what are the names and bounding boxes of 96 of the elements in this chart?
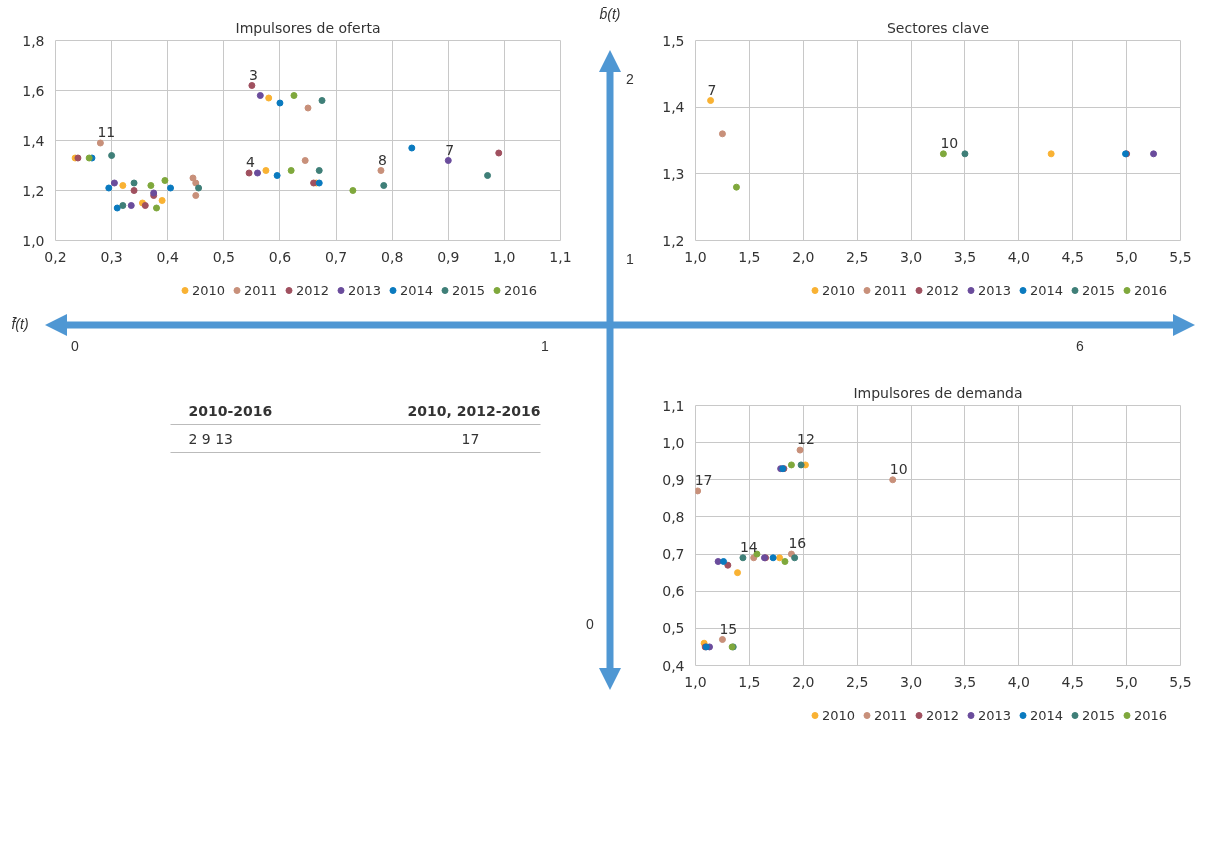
x-tick-label: 4,5 (1061, 673, 1084, 690)
text: 0 (71, 337, 80, 354)
annotation: 3 (248, 66, 258, 83)
legend-label: 2012 (926, 708, 960, 723)
legend-label: 2014 (400, 283, 434, 298)
legend-label: 2016 (1134, 283, 1168, 298)
annotation: 17 (694, 471, 713, 488)
y-tick-label: 1,3 (662, 165, 685, 182)
x-tick-label: 0,9 (437, 248, 460, 265)
annotation: 12 (797, 431, 815, 448)
x-tick-label: 0,6 (268, 248, 292, 265)
x-tick-label: 5,5 (1169, 673, 1192, 690)
legend-label: 2014 (1030, 708, 1064, 723)
x-tick-label: 3,0 (899, 248, 923, 265)
y-tick-label: 0,4 (662, 657, 685, 674)
x-tick-label: 1,1 (549, 248, 572, 265)
category-label: 2010, 2012-2016 (407, 402, 541, 419)
x-tick-label: 0,2 (44, 248, 67, 265)
x-tick-label: 0,4 (156, 248, 179, 265)
y-tick-label: 1,4 (22, 132, 45, 149)
x-tick-label: 2,5 (846, 248, 869, 265)
annotation: 11 (97, 124, 116, 140)
x-tick-label: 3,5 (953, 673, 977, 690)
text: f̄(t) (11, 315, 29, 332)
y-tick-label: 1,4 (662, 99, 685, 116)
y-tick-label: 1,2 (662, 232, 685, 249)
chart-title: Impulsores de demanda (853, 384, 1023, 401)
text: 17 (461, 430, 480, 447)
x-tick-label: 1,5 (738, 673, 761, 690)
annotation: 8 (377, 151, 387, 168)
y-tick-label: 0,9 (662, 471, 685, 488)
x-tick-label: 2,0 (792, 248, 815, 265)
legend-label: 2014 (1030, 283, 1064, 298)
legend-label: 2016 (504, 283, 538, 298)
x-tick-label: 3,0 (899, 673, 923, 690)
x-tick-label: 4,5 (1061, 248, 1084, 265)
category-label: 2010-2016 (188, 402, 273, 419)
text: 1 (541, 337, 550, 354)
y-tick-label: 1,5 (662, 32, 685, 49)
annotation: 4 (246, 154, 256, 170)
y-tick-label: 0,5 (662, 620, 685, 637)
x-tick-label: 1,0 (684, 673, 707, 690)
legend-label: 2015 (1082, 283, 1116, 298)
annotation: 16 (788, 535, 807, 552)
annotation: 7 (445, 141, 455, 158)
x-tick-label: 4,0 (1007, 673, 1030, 690)
legend-label: 2013 (978, 283, 1012, 298)
legend-label: 2010 (822, 708, 856, 723)
y-tick-label: 1,0 (662, 434, 685, 451)
text: b̄(t) (599, 5, 621, 22)
legend-label: 2012 (926, 283, 960, 298)
legend-label: 2012 (296, 283, 330, 298)
x-tick-label: 2,5 (846, 673, 869, 690)
annotation: 15 (719, 620, 738, 637)
y-tick-label: 1,0 (22, 232, 45, 249)
text: 0 (586, 615, 595, 632)
y-tick-label: 0,7 (662, 546, 685, 563)
annotation: 10 (940, 134, 959, 151)
legend-label: 2015 (452, 283, 486, 298)
legend-label: 2011 (244, 283, 278, 298)
legend-label: 2013 (978, 708, 1012, 723)
y-tick-label: 0,6 (662, 583, 685, 600)
legend-label: 2016 (1134, 708, 1168, 723)
chart-title: Sectores clave (886, 19, 990, 36)
legend-label: 2011 (874, 283, 908, 298)
x-tick-label: 1,0 (493, 248, 516, 265)
annotation: 7 (707, 81, 717, 98)
annotation: 10 (889, 460, 908, 477)
legend-label: 2015 (1082, 708, 1116, 723)
x-tick-label: 0,3 (100, 248, 123, 265)
x-tick-label: 0,5 (212, 248, 235, 265)
y-tick-label: 1,1 (662, 397, 685, 414)
text: 2 (626, 70, 635, 87)
legend-label: 2010 (822, 283, 856, 298)
text: 1 (626, 250, 635, 267)
x-tick-label: 5,0 (1115, 673, 1138, 690)
x-tick-label: 1,0 (684, 248, 707, 265)
x-tick-label: 1,5 (738, 248, 761, 265)
annotation: 14 (739, 538, 758, 555)
y-tick-label: 1,2 (22, 182, 45, 199)
text: 2 9 13 (188, 430, 234, 447)
x-tick-label: 3,5 (953, 248, 977, 265)
y-tick-label: 1,6 (22, 82, 45, 99)
x-tick-label: 5,0 (1115, 248, 1138, 265)
y-tick-label: 1,8 (22, 32, 45, 49)
chart-title: Impulsores de oferta (235, 19, 381, 36)
text: 6 (1076, 337, 1085, 354)
y-tick-label: 0,8 (662, 508, 685, 525)
x-tick-label: 4,0 (1007, 248, 1030, 265)
legend-label: 2010 (192, 283, 226, 298)
x-tick-label: 0,8 (381, 248, 404, 265)
legend-label: 2013 (348, 283, 382, 298)
legend-label: 2011 (874, 708, 908, 723)
x-tick-label: 0,7 (324, 248, 348, 265)
x-tick-label: 2,0 (792, 673, 815, 690)
x-tick-label: 5,5 (1169, 248, 1192, 265)
